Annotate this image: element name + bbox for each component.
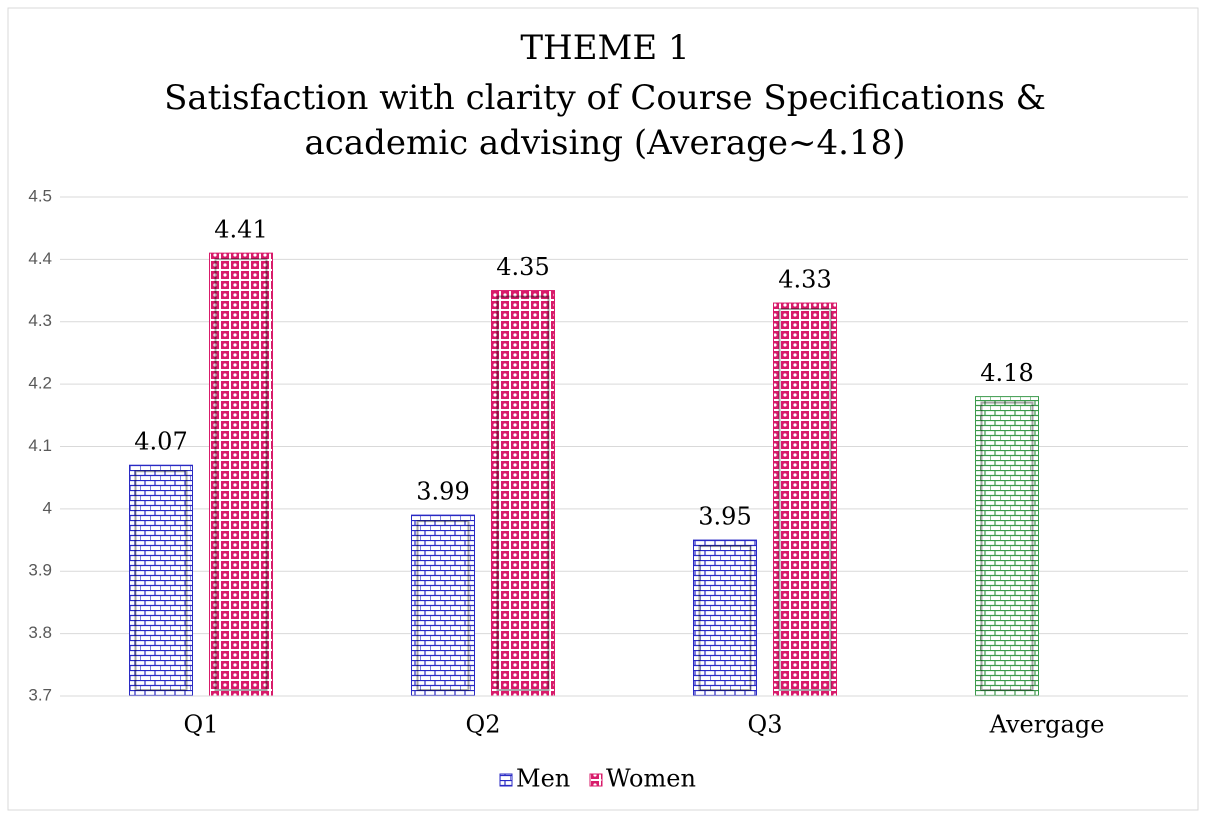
- x-tick-label: Q1: [184, 711, 219, 739]
- y-tick-label: 4.1: [28, 436, 52, 455]
- data-label: 4.07: [134, 428, 187, 456]
- data-label: 4.18: [980, 359, 1033, 387]
- bar: [773, 302, 837, 697]
- y-tick-label: 4.3: [28, 311, 52, 330]
- chart-title: THEME 1: [520, 28, 689, 68]
- bar: [411, 514, 475, 697]
- bar-bevel: [214, 258, 268, 691]
- x-tick-label: Avergage: [989, 711, 1105, 739]
- bar-bevel: [980, 401, 1034, 691]
- legend-swatch: [499, 773, 513, 787]
- bar-bevel: [496, 295, 550, 691]
- bar-bevel: [698, 545, 752, 691]
- data-label: 4.41: [214, 216, 267, 244]
- x-tick-label: Q3: [748, 711, 783, 739]
- bar: [693, 539, 757, 697]
- chart-title: Satisfaction with clarity of Course Spec…: [164, 78, 1046, 118]
- data-label: 3.95: [698, 503, 751, 531]
- chart-title: academic advising (Average~4.18): [305, 123, 906, 163]
- data-label: 4.33: [778, 266, 831, 294]
- y-tick-label: 3.7: [28, 685, 52, 704]
- bar: [975, 396, 1039, 697]
- bar: [209, 252, 273, 697]
- legend-label: Women: [606, 765, 696, 793]
- data-label: 3.99: [416, 478, 469, 506]
- bar-bevel: [416, 520, 470, 691]
- legend-swatch: [589, 773, 603, 787]
- bar: [491, 290, 555, 697]
- bar-bevel: [134, 470, 188, 691]
- x-tick-label: Q2: [466, 711, 501, 739]
- y-tick-label: 4.5: [28, 186, 52, 205]
- y-tick-label: 4: [43, 498, 52, 517]
- y-tick-label: 4.2: [28, 374, 52, 393]
- y-tick-label: 3.8: [28, 623, 52, 642]
- data-label: 4.35: [496, 253, 549, 281]
- legend-label: Men: [516, 765, 570, 793]
- y-tick-label: 4.4: [28, 249, 52, 268]
- bar: [129, 464, 193, 697]
- y-tick-label: 3.9: [28, 561, 52, 580]
- bar-bevel: [778, 308, 832, 691]
